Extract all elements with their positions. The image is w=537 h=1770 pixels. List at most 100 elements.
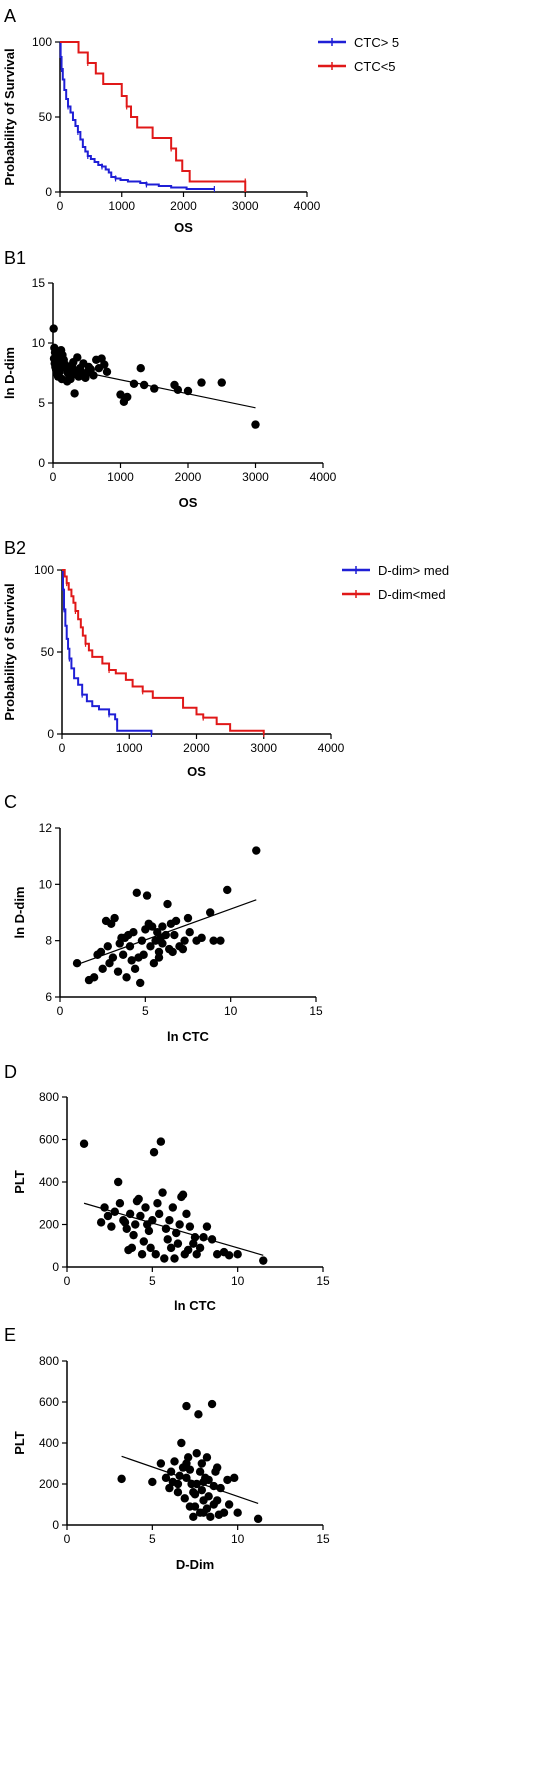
- panel-b2-y-tick-label: 0: [47, 727, 54, 741]
- panel-e-data-point: [202, 1453, 212, 1462]
- panel-c-label: C: [4, 792, 17, 812]
- panel-e-x-tick-label: 10: [231, 1532, 245, 1546]
- panel-c-data-point: [163, 899, 172, 909]
- panel-c-data-point: [252, 846, 261, 855]
- panel-d-data-point: [202, 1222, 212, 1231]
- panel-a-x-tick-label: 4000: [294, 199, 321, 213]
- panel-b1-label: B1: [4, 248, 26, 268]
- panel-e-data-point: [190, 1490, 200, 1499]
- panel-b2-y-tick-label: 100: [34, 563, 54, 577]
- panel-c-data-point: [132, 888, 141, 897]
- panel-b1-x-tick-label: 1000: [107, 470, 134, 484]
- panel-d-data-point: [199, 1233, 208, 1242]
- panel-d-y-axis-title: PLT: [12, 1170, 27, 1194]
- panel-c-data-point: [127, 956, 136, 965]
- panel-d-data-point: [144, 1226, 154, 1236]
- panel-e-data-point: [197, 1459, 207, 1468]
- panel-c-y-tick-label: 8: [45, 934, 52, 948]
- panel-a-y-axis-title: Probability of Survival: [2, 48, 17, 185]
- panel-b1-data-point: [70, 389, 79, 398]
- panel-e-data-point: [189, 1512, 198, 1522]
- panel-b2-y-axis-title: Probability of Survival: [2, 583, 17, 720]
- panel-e-data-point: [148, 1477, 157, 1487]
- panel-b1-data-point: [102, 367, 112, 376]
- panel-e-data-point: [233, 1508, 242, 1517]
- panel-c-data-point: [103, 942, 112, 951]
- panel-e-data-point: [177, 1438, 186, 1448]
- panel-b2-series-0-line: [62, 569, 153, 734]
- panel-d-data-point: [183, 1245, 193, 1255]
- panel-e-data-point: [209, 1500, 218, 1509]
- panel-c-data-point: [122, 973, 131, 982]
- panel-b1-x-tick-label: 0: [50, 470, 57, 484]
- panel-c-data-point: [72, 959, 82, 968]
- panel-c-data-point: [171, 916, 181, 926]
- panel-c-x-axis-title: ln CTC: [167, 1029, 209, 1044]
- panel-e-data-point: [199, 1496, 208, 1505]
- panel-d-data-point: [192, 1250, 201, 1259]
- panel-d-data-point: [175, 1220, 184, 1229]
- panel-d-data-point: [134, 1194, 143, 1204]
- panel-c-data-point: [146, 942, 155, 951]
- panel-d-y-tick-label: 200: [39, 1218, 59, 1232]
- panel-d-y-tick-label: 600: [39, 1133, 59, 1147]
- panel-d-data-point: [122, 1224, 131, 1233]
- panel-a-x-tick-label: 0: [57, 199, 64, 213]
- panel-d-y-tick-label: 400: [39, 1175, 59, 1189]
- panel-c-y-axis-title: ln D-dim: [12, 887, 27, 939]
- panel-d-data-point: [151, 1250, 160, 1259]
- panel-b1-data-point: [73, 353, 82, 362]
- panel-e-data-point: [223, 1475, 232, 1485]
- panel-a-y-tick-label: 100: [32, 35, 52, 49]
- panel-c-data-point: [139, 950, 148, 959]
- panel-d-data-point: [233, 1250, 242, 1259]
- panel-d-data-point: [79, 1139, 89, 1148]
- panel-b1-data-point: [100, 360, 109, 369]
- panel-b1-data-point: [251, 420, 260, 429]
- panel-d-x-axis-title: ln CTC: [174, 1298, 216, 1313]
- panel-b2-x-tick-label: 4000: [318, 741, 345, 755]
- panel-d-data-point: [156, 1137, 166, 1146]
- panel-b1-x-axis-title: OS: [179, 495, 198, 510]
- panel-a-label: A: [4, 6, 16, 26]
- panel-c-data-point: [183, 913, 193, 923]
- panel-d-data-point: [154, 1209, 164, 1219]
- panel-d-x-tick-label: 0: [64, 1274, 71, 1288]
- panel-e-data-point: [199, 1508, 208, 1517]
- panel-a-y-tick-label: 0: [45, 185, 52, 199]
- panel-e-data-point: [253, 1514, 263, 1524]
- panel-a-x-tick-label: 3000: [232, 199, 259, 213]
- panel-d-trend-line: [83, 1202, 264, 1256]
- panel-b1-data-point: [116, 390, 125, 399]
- panel-c-data-point: [154, 953, 164, 962]
- panel-d-data-point: [259, 1256, 268, 1265]
- panel-c-x-tick-label: 5: [142, 1004, 149, 1018]
- panel-d-label: D: [4, 1062, 17, 1082]
- panel-e-x-tick-label: 0: [64, 1532, 71, 1546]
- panel-c-data-point: [158, 939, 167, 948]
- panel-b1-y-tick-label: 10: [32, 336, 46, 350]
- panel-c-data-point: [149, 959, 159, 968]
- panel-d-data-point: [195, 1243, 205, 1253]
- panel-d-data-point: [178, 1190, 188, 1199]
- panel-d-data-point: [120, 1218, 130, 1227]
- panel-e-data-point: [182, 1459, 191, 1468]
- panel-b1-y-tick-label: 5: [38, 396, 45, 410]
- panel-a-y-tick-label: 50: [39, 110, 53, 124]
- panel-c-data-point: [205, 908, 215, 917]
- panel-d-y-tick-label: 0: [52, 1260, 59, 1274]
- panel-c-data-point: [108, 953, 118, 962]
- panel-b1-data-point: [197, 378, 206, 387]
- panel-e-data-point: [180, 1494, 189, 1503]
- panel-a-x-tick-label: 2000: [170, 199, 197, 213]
- panel-b2-legend-label-1: D-dim<med: [378, 587, 446, 602]
- panel-d-data-point: [158, 1188, 167, 1197]
- panel-c-data-point: [209, 936, 218, 945]
- panel-e-data-point: [207, 1399, 217, 1409]
- panel-d-data-point: [166, 1243, 176, 1253]
- panel-c-data-point: [223, 885, 232, 895]
- panel-c-data-point: [98, 964, 107, 974]
- panel-c-data-point: [89, 973, 99, 982]
- panel-b1-y-axis-title: ln D-dim: [2, 347, 17, 399]
- panel-c-data-point: [142, 891, 152, 900]
